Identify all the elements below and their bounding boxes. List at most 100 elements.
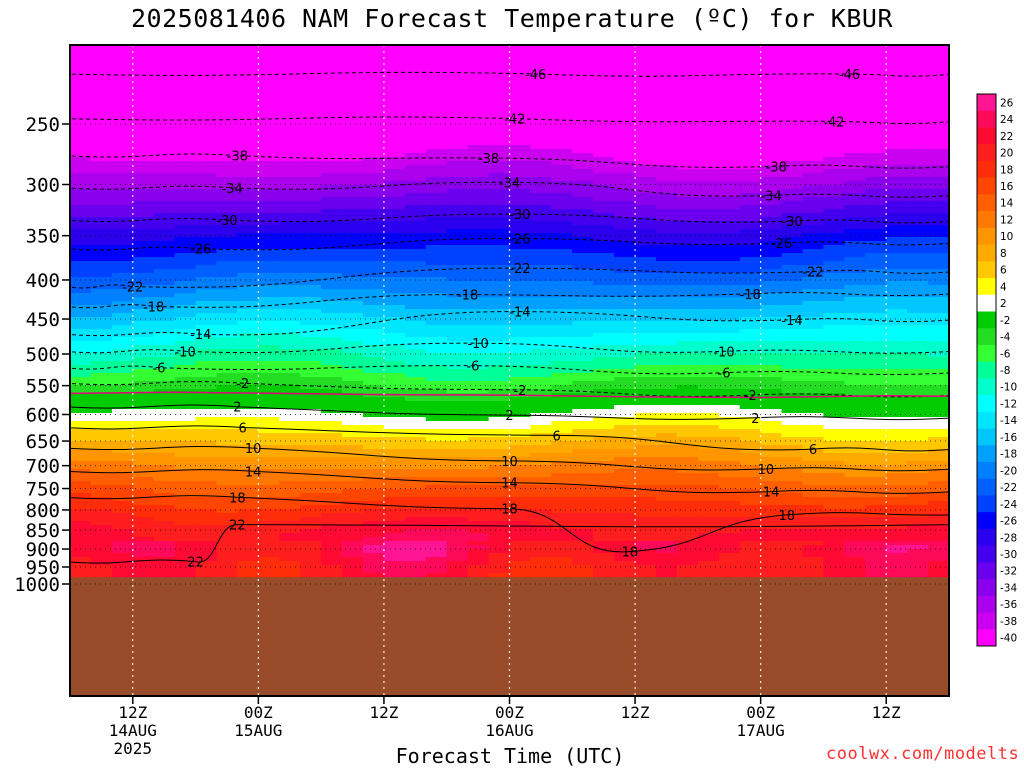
- heat-cell: [572, 501, 594, 506]
- heat-cell: [404, 541, 427, 546]
- heat-cell: [70, 397, 92, 402]
- heat-cell: [195, 353, 218, 358]
- heat-cell: [258, 385, 280, 390]
- heat-cell: [425, 337, 448, 342]
- heat-cell: [363, 249, 385, 254]
- heat-cell: [425, 437, 448, 442]
- heat-cell: [635, 309, 657, 314]
- heat-cell: [237, 529, 259, 534]
- heat-cell: [635, 365, 657, 370]
- heat-cell: [551, 329, 573, 334]
- heat-cell: [635, 505, 657, 510]
- heat-cell: [614, 201, 636, 206]
- heat-cell: [572, 469, 594, 474]
- heat-cell: [635, 93, 657, 98]
- heat-cell: [363, 313, 385, 318]
- heat-cell: [279, 353, 301, 358]
- heat-cell: [635, 549, 657, 554]
- heat-cell: [572, 169, 594, 174]
- heat-cell: [614, 457, 636, 462]
- heat-cell: [258, 329, 280, 334]
- heat-cell: [195, 473, 218, 478]
- heat-cell: [258, 209, 280, 214]
- heat-cell: [279, 489, 301, 494]
- heat-cell: [530, 549, 552, 554]
- heat-cell: [572, 537, 594, 542]
- heat-cell: [237, 537, 259, 542]
- heat-cell: [90, 281, 113, 286]
- heat-cell: [383, 61, 406, 66]
- heat-cell: [300, 345, 322, 350]
- heat-cell: [216, 53, 238, 58]
- heat-cell: [342, 305, 364, 310]
- heat-cell: [363, 81, 385, 86]
- heat-cell: [111, 373, 134, 378]
- heat-cell: [363, 189, 385, 194]
- heat-cell: [697, 413, 720, 418]
- heat-cell: [216, 489, 238, 494]
- heat-cell: [111, 501, 134, 506]
- heat-cell: [593, 345, 615, 350]
- heat-cell: [342, 177, 364, 182]
- heat-cell: [593, 141, 615, 146]
- heat-cell: [90, 461, 113, 466]
- heat-cell: [237, 385, 259, 390]
- heat-cell: [614, 537, 636, 542]
- heat-cell: [300, 417, 322, 422]
- heat-cell: [342, 285, 364, 290]
- heat-cell: [676, 229, 699, 234]
- heat-cell: [132, 449, 155, 454]
- heat-cell: [614, 405, 636, 410]
- heat-cell: [635, 529, 657, 534]
- heat-cell: [467, 501, 490, 506]
- heat-cell: [174, 425, 197, 430]
- heat-cell: [300, 181, 322, 186]
- heat-cell: [593, 177, 615, 182]
- heat-cell: [153, 461, 176, 466]
- heat-cell: [446, 361, 469, 366]
- heat-cell: [132, 121, 155, 126]
- heat-cell: [404, 313, 427, 318]
- heat-cell: [404, 241, 427, 246]
- heat-cell: [153, 529, 176, 534]
- heat-cell: [300, 385, 322, 390]
- heat-cell: [132, 161, 155, 166]
- heat-cell: [216, 165, 238, 170]
- heat-cell: [656, 269, 678, 274]
- heat-cell: [572, 129, 594, 134]
- heat-cell: [467, 69, 490, 74]
- heat-cell: [237, 561, 259, 566]
- heat-cell: [132, 141, 155, 146]
- heat-cell: [132, 321, 155, 326]
- heat-cell: [153, 561, 176, 566]
- heat-cell: [300, 421, 322, 426]
- heat-cell: [111, 285, 134, 290]
- heat-cell: [676, 173, 699, 178]
- heat-cell: [153, 185, 176, 190]
- heat-cell: [132, 165, 155, 170]
- heat-cell: [90, 389, 113, 394]
- heat-cell: [446, 457, 469, 462]
- heat-cell: [697, 49, 720, 54]
- heat-cell: [572, 205, 594, 210]
- heat-cell: [614, 273, 636, 278]
- heat-cell: [509, 325, 531, 330]
- heat-cell: [153, 453, 176, 458]
- heat-cell: [509, 237, 531, 242]
- heat-cell: [132, 109, 155, 114]
- heat-cell: [90, 433, 113, 438]
- heat-cell: [656, 353, 678, 358]
- heat-cell: [363, 417, 385, 422]
- heat-cell: [237, 109, 259, 114]
- heat-cell: [635, 561, 657, 566]
- heat-cell: [90, 485, 113, 490]
- heat-cell: [446, 161, 469, 166]
- heat-cell: [530, 497, 552, 502]
- heat-cell: [342, 377, 364, 382]
- heat-cell: [530, 49, 552, 54]
- heat-cell: [425, 125, 448, 130]
- heat-cell: [132, 493, 155, 498]
- heat-cell: [467, 457, 490, 462]
- heat-cell: [425, 109, 448, 114]
- heat-cell: [111, 453, 134, 458]
